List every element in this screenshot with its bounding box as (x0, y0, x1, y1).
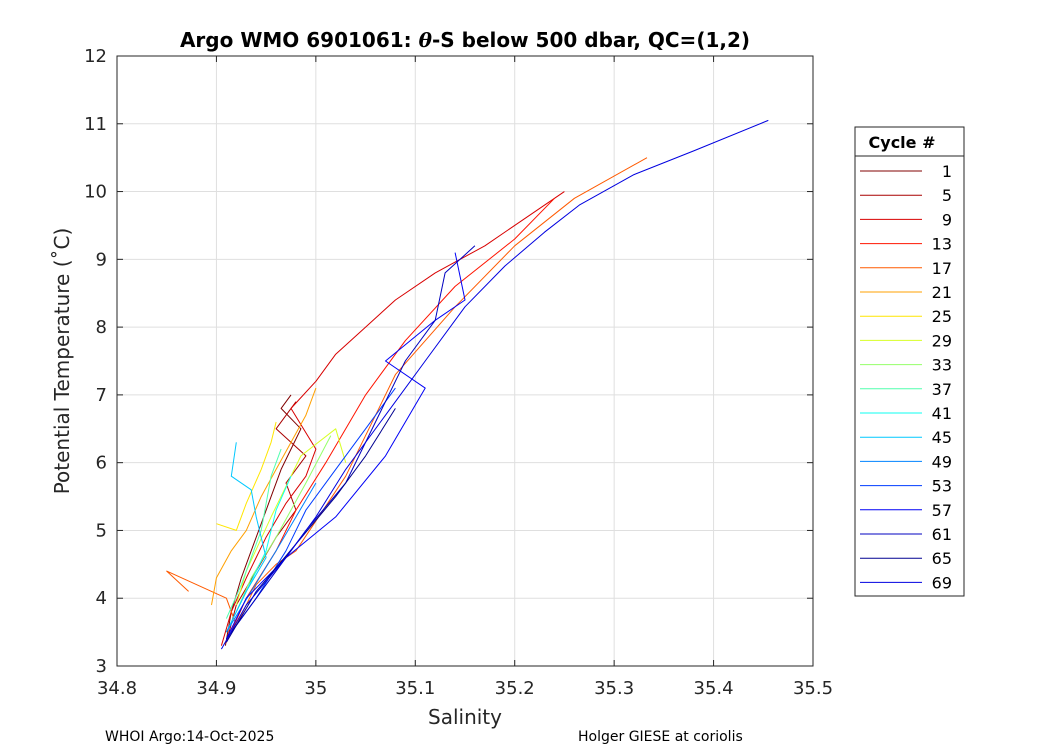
legend-label-cycle-37: 37 (932, 380, 952, 399)
series-line-cycle-17 (166, 157, 648, 626)
x-tick-label: 35.2 (495, 678, 535, 699)
y-tick-label: 8 (96, 317, 107, 338)
legend-label-cycle-41: 41 (932, 404, 952, 423)
y-tick-label: 11 (84, 114, 107, 135)
y-tick-label: 3 (96, 656, 107, 677)
series-group (166, 119, 769, 650)
y-tick-label: 10 (84, 182, 107, 203)
series-line-cycle-21 (211, 387, 317, 606)
series-line-cycle-61 (225, 245, 476, 640)
plot-frame (116, 55, 814, 667)
y-tick-label: 5 (96, 520, 107, 541)
y-tick-label: 9 (96, 249, 107, 270)
legend-label-cycle-65: 65 (932, 549, 952, 568)
legend-label-cycle-33: 33 (932, 356, 952, 375)
legend-label-cycle-1: 1 (942, 162, 952, 181)
y-tick-label: 12 (84, 46, 107, 67)
y-axis-label: Potential Temperature (˚C) (50, 228, 74, 495)
x-tick-label: 35.3 (594, 678, 634, 699)
x-tick-label: 35.1 (395, 678, 435, 699)
legend-title: Cycle # (869, 133, 936, 152)
legend-label-cycle-9: 9 (942, 210, 952, 229)
legend-label-cycle-57: 57 (932, 501, 952, 520)
legend-label-cycle-45: 45 (932, 428, 952, 447)
legend-entries: 1 5 9 13 17 21 25 29 33 37 41 45 49 53 57 61 65 69 (860, 162, 952, 592)
legend-label-cycle-53: 53 (932, 477, 952, 496)
chart-title: Argo WMO 6901061: θ-S below 500 dbar, QC… (180, 28, 750, 52)
title-theta: θ (419, 28, 433, 52)
legend-label-cycle-29: 29 (932, 331, 952, 350)
x-axis-label: Salinity (428, 705, 502, 729)
y-tick-label: 4 (96, 588, 107, 609)
series-line-cycle-1 (224, 394, 302, 646)
series-line-cycle-57 (225, 252, 466, 640)
y-tick-label: 7 (96, 385, 107, 406)
plot-area (117, 56, 813, 666)
legend-label-cycle-17: 17 (932, 259, 952, 278)
x-tick-label: 35.4 (694, 678, 734, 699)
series-line-cycle-25 (216, 421, 277, 531)
legend-box (854, 126, 965, 597)
x-tick-label: 34.9 (196, 678, 236, 699)
legend-label-cycle-61: 61 (932, 525, 952, 544)
legend: Cycle # 1 5 9 13 17 21 25 29 33 37 41 45 49 53 57 61 65 6… (854, 126, 965, 597)
x-tick-label: 35.5 (793, 678, 833, 699)
series-line-cycle-69 (220, 119, 769, 650)
y-tick-label: 6 (96, 453, 107, 474)
legend-label-cycle-13: 13 (932, 235, 952, 254)
series-line-cycle-33 (235, 435, 332, 613)
footer-left: WHOI Argo:14-Oct-2025 (105, 729, 274, 745)
legend-label-cycle-49: 49 (932, 452, 952, 471)
title-part-2: -S below 500 dbar, QC=(1,2) (432, 28, 750, 52)
legend-label-cycle-25: 25 (932, 307, 952, 326)
x-tick-label: 35 (304, 678, 327, 699)
legend-label-cycle-69: 69 (932, 573, 952, 592)
ticks: 34.8 34.9 35 35.1 35.2 35.3 35.4 35.5 3 4 5 6 7 8 9 10 1… (84, 46, 833, 699)
series-line-cycle-37 (225, 448, 282, 619)
legend-label-cycle-21: 21 (932, 283, 952, 302)
title-part-1: Argo WMO 6901061: (180, 28, 419, 52)
footer-right: Holger GIESE at coriolis (578, 729, 743, 745)
x-tick-label: 34.8 (97, 678, 137, 699)
legend-label-cycle-5: 5 (942, 186, 952, 205)
series-line-cycle-45 (225, 442, 267, 633)
